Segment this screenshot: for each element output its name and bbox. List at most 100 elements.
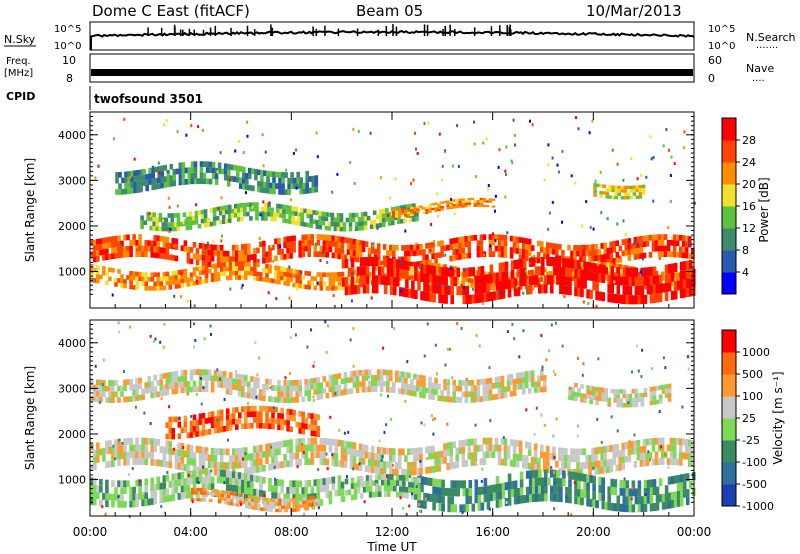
velocity-cell — [568, 395, 572, 401]
velocity-cell — [640, 496, 645, 505]
power-cell — [375, 214, 380, 219]
power-cell — [473, 204, 478, 207]
velocity-cell — [465, 488, 470, 497]
power-cell — [423, 291, 427, 301]
power-cell — [405, 270, 409, 280]
power-cell — [256, 247, 260, 254]
power-cell — [395, 213, 399, 216]
power-cell — [129, 251, 133, 258]
velocity-echo — [387, 394, 390, 398]
power-cell — [369, 220, 374, 225]
velocity-cell — [272, 505, 276, 509]
velocity-cell — [428, 452, 432, 460]
velocity-cell — [494, 437, 499, 445]
velocity-cell — [373, 466, 378, 474]
velocity-cell — [515, 460, 520, 468]
velocity-cell — [132, 451, 136, 459]
velocity-cell — [540, 386, 544, 393]
velocity-echo — [540, 413, 543, 417]
velocity-cell — [387, 479, 391, 486]
power-cell — [638, 191, 643, 196]
power-cell — [377, 275, 382, 285]
velocity-cell — [216, 376, 221, 382]
power-echo — [498, 291, 500, 295]
velocity-cell — [165, 384, 170, 390]
velocity-cell — [144, 451, 148, 459]
velocity-cell — [432, 502, 436, 511]
power-cell — [242, 166, 246, 173]
power-cell — [606, 247, 610, 254]
power-cell — [646, 285, 651, 295]
power-cell — [528, 285, 533, 295]
velocity-echo — [577, 356, 579, 360]
velocity-cell — [316, 431, 321, 438]
power-cell — [411, 280, 415, 290]
power-cell — [290, 177, 294, 184]
velocity-echo — [203, 337, 206, 341]
velocity-cell — [277, 379, 281, 386]
velocity-cell — [334, 439, 339, 447]
velocity-cell — [361, 381, 366, 387]
power-cell — [482, 234, 487, 240]
velocity-cell — [609, 465, 613, 473]
velocity-cell — [679, 498, 684, 507]
velocity-cell — [319, 388, 324, 394]
power-cell — [444, 285, 448, 295]
power-cell — [240, 207, 244, 213]
velocity-echo — [142, 491, 145, 495]
velocity-cell — [280, 461, 284, 469]
velocity-cell — [322, 438, 327, 445]
velocity-cell — [93, 456, 97, 464]
power-cell — [273, 212, 277, 218]
velocity-cell — [289, 487, 293, 494]
velocity-cell — [434, 465, 438, 473]
power-cell — [631, 277, 636, 287]
power-echo — [616, 162, 619, 166]
power-cell — [504, 270, 509, 280]
velocity-cell — [236, 496, 240, 500]
power-cell — [595, 272, 599, 282]
power-cell — [361, 246, 366, 253]
power-cell — [458, 242, 462, 249]
power-cell — [568, 286, 572, 296]
velocity-cell — [364, 369, 369, 376]
velocity-echo — [424, 497, 427, 501]
velocity-cell — [477, 487, 482, 495]
velocity-cell — [365, 480, 370, 487]
power-echo — [151, 165, 154, 169]
velocity-cell — [168, 481, 173, 488]
velocity-echo — [451, 376, 454, 380]
velocity-cell — [307, 424, 311, 430]
power-cell — [194, 210, 199, 216]
velocity-cell — [474, 479, 479, 488]
velocity-cell — [331, 374, 336, 381]
power-cell — [480, 275, 485, 285]
power-cell — [132, 239, 136, 246]
power-cell — [270, 212, 274, 217]
velocity-cell — [473, 396, 478, 403]
power-cell — [150, 286, 154, 291]
velocity-echo — [94, 364, 97, 368]
power-cell — [235, 270, 239, 276]
power-cell — [579, 261, 583, 267]
velocity-cell — [189, 444, 194, 452]
power-cell — [522, 258, 527, 268]
velocity-cell — [235, 455, 239, 462]
velocity-echo — [310, 328, 312, 332]
power-echo — [526, 289, 528, 293]
nsky-line — [89, 30, 695, 38]
power-cell — [178, 168, 183, 174]
velocity-cell — [561, 454, 565, 462]
velocity-cell — [643, 496, 648, 504]
power-cell — [546, 253, 550, 260]
power-cell — [198, 254, 203, 261]
power-cell — [298, 283, 302, 289]
power-cell — [392, 215, 396, 218]
velocity-cell — [670, 492, 675, 500]
power-cell — [127, 182, 131, 189]
velocity-cell — [491, 383, 496, 389]
velocity-cell — [90, 378, 94, 385]
velocity-cell — [259, 451, 263, 459]
power-cell — [435, 275, 439, 285]
power-cell — [367, 271, 372, 277]
